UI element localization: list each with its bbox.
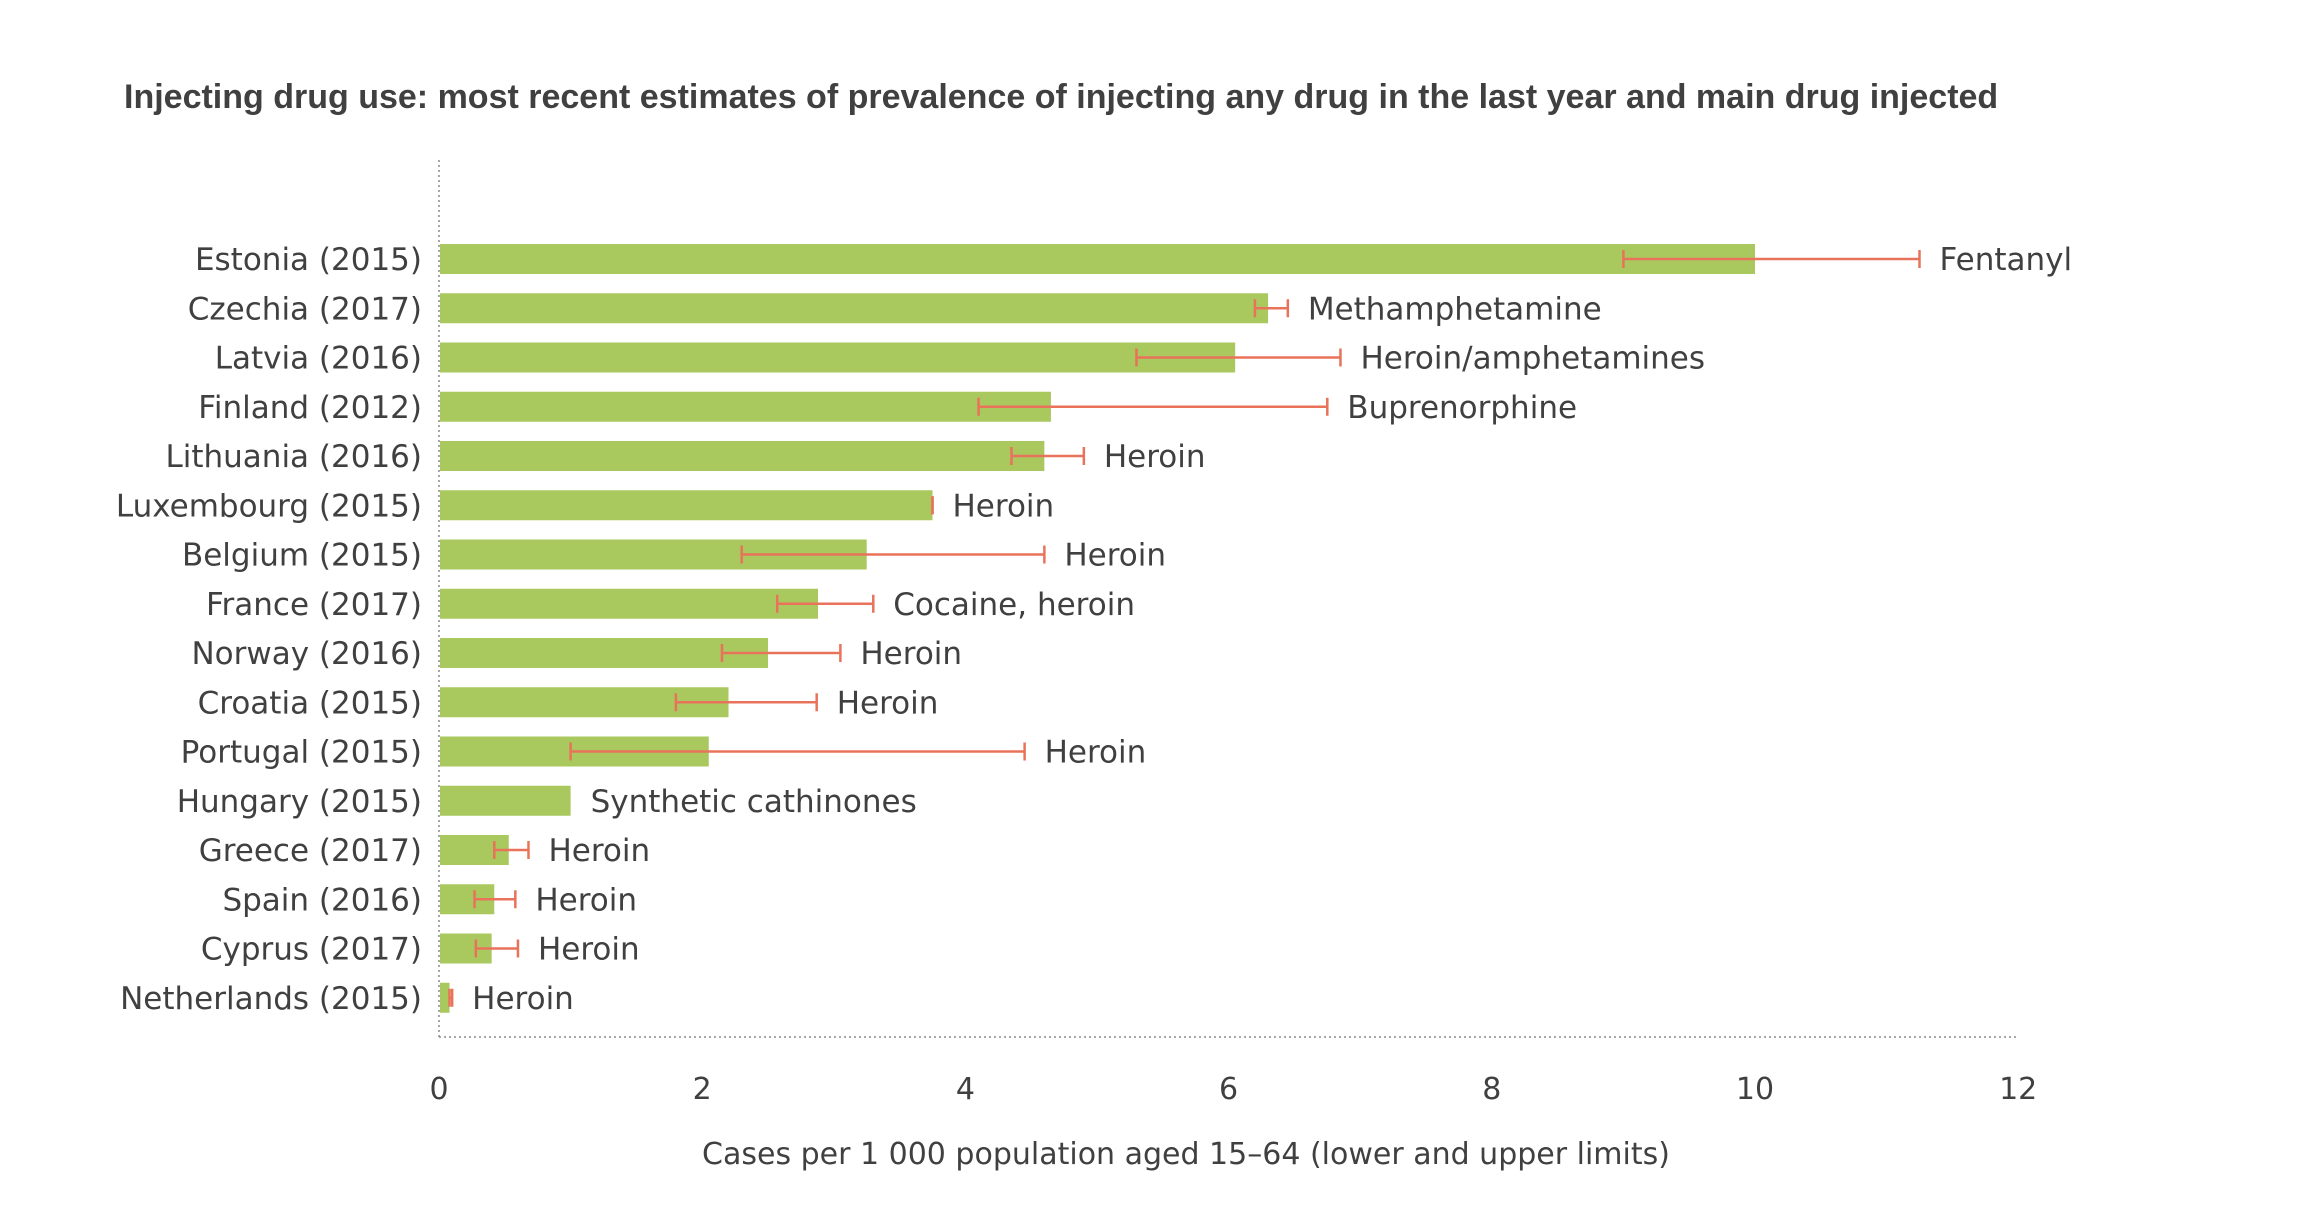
bar <box>440 490 933 521</box>
x-tick-label: 4 <box>956 1072 975 1107</box>
drug-label: Heroin <box>837 685 939 721</box>
category-label: Greece (2017) <box>199 833 422 869</box>
x-tick-label: 0 <box>429 1072 448 1107</box>
x-tick-label: 2 <box>693 1072 712 1107</box>
error-bar <box>775 594 875 613</box>
error-bar <box>740 545 1046 564</box>
error-bar <box>448 988 454 1007</box>
category-label: Lithuania (2016) <box>165 439 422 475</box>
category-label: Cyprus (2017) <box>201 932 422 968</box>
bar <box>440 785 571 816</box>
drug-label: Heroin <box>1064 538 1166 574</box>
error-bars <box>448 250 1921 1007</box>
bar <box>440 293 1269 324</box>
bar <box>440 638 768 668</box>
drug-label: Heroin <box>535 882 637 918</box>
bar <box>440 244 1755 274</box>
drug-label: Heroin <box>953 488 1055 524</box>
bar <box>440 441 1045 471</box>
axes <box>438 160 2018 1038</box>
category-label: Finland (2012) <box>198 390 422 426</box>
error-bar <box>1622 250 1921 268</box>
drug-label: Fentanyl <box>1940 242 2073 278</box>
error-bar <box>474 939 520 958</box>
category-label: Czechia (2017) <box>188 291 422 327</box>
category-labels: Estonia (2015) Czechia (2017) Latvia (2016… <box>116 242 422 1017</box>
drug-label: Heroin/amphetamines <box>1360 341 1705 377</box>
x-tick-labels: 0 2 4 6 8 10 12 <box>429 1072 2037 1107</box>
category-label: France (2017) <box>206 587 422 623</box>
category-label: Hungary (2015) <box>177 784 422 820</box>
category-label: Spain (2016) <box>222 882 422 918</box>
x-axis-title: Cases per 1 000 population aged 15–64 (l… <box>702 1137 1670 1172</box>
drug-label: Heroin <box>1045 735 1147 771</box>
drug-label: Heroin <box>472 981 574 1017</box>
error-bar <box>1010 447 1086 465</box>
bar <box>440 982 450 1013</box>
drug-label: Heroin <box>1104 439 1206 475</box>
drug-label: Cocaine, heroin <box>893 587 1135 623</box>
category-label: Netherlands (2015) <box>120 981 422 1017</box>
bar <box>440 588 819 619</box>
drug-label: Methamphetamine <box>1308 291 1602 327</box>
chart-title: Injecting drug use: most recent estimate… <box>124 78 1998 116</box>
drug-label: Heroin <box>548 833 650 869</box>
error-bar <box>1253 299 1290 318</box>
category-label: Norway (2016) <box>191 636 422 672</box>
category-label: Portugal (2015) <box>181 735 422 771</box>
bars <box>440 244 1755 1013</box>
drug-label: Heroin <box>538 932 640 968</box>
drug-label: Heroin <box>860 636 962 672</box>
x-tick-label: 10 <box>1736 1072 1774 1107</box>
category-label: Latvia (2016) <box>215 341 422 377</box>
bar <box>440 342 1236 373</box>
x-tick-label: 12 <box>1999 1072 2037 1107</box>
x-tick-label: 6 <box>1219 1072 1238 1107</box>
error-bar <box>674 693 818 712</box>
drug-labels: Fentanyl Methamphetamine Heroin/amphetamin… <box>472 242 2072 1017</box>
category-label: Belgium (2015) <box>182 538 422 574</box>
x-tick-label: 8 <box>1482 1072 1501 1107</box>
error-bar <box>720 644 842 662</box>
error-bar <box>1135 348 1342 367</box>
error-bar <box>473 890 517 909</box>
bar <box>440 391 1051 422</box>
error-bar <box>569 742 1026 761</box>
category-label: Luxembourg (2015) <box>116 488 422 524</box>
error-bar <box>977 397 1329 416</box>
category-label: Estonia (2015) <box>195 242 422 278</box>
drug-label: Synthetic cathinones <box>591 784 917 820</box>
drug-label: Buprenorphine <box>1347 390 1577 426</box>
error-bar <box>493 841 530 859</box>
category-label: Croatia (2015) <box>198 685 422 721</box>
